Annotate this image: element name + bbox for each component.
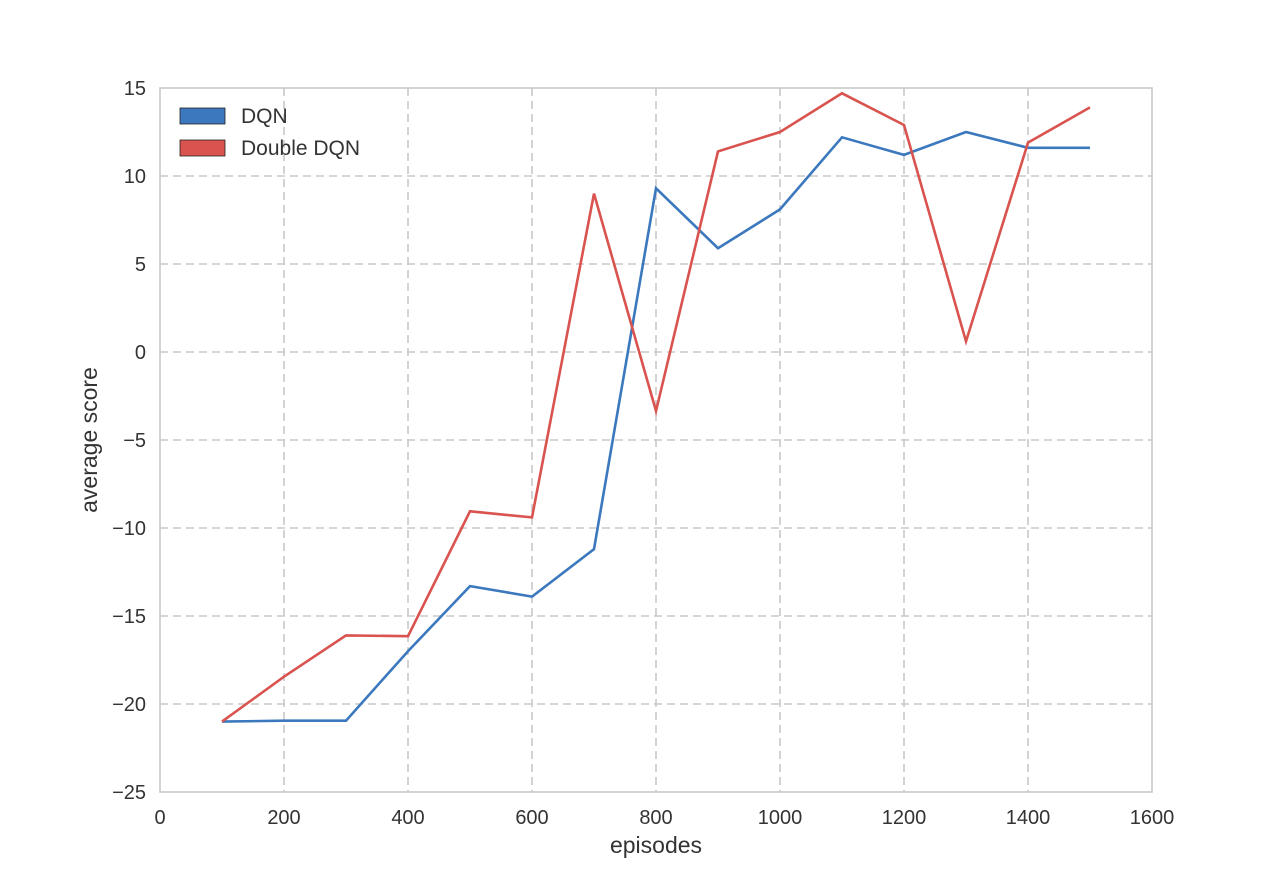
x-tick-label: 1600 [1130, 807, 1175, 829]
x-tick-label: 1200 [882, 807, 927, 829]
x-axis-label: episodes [610, 832, 702, 858]
series-line-double-dqn [221, 91, 1091, 723]
y-tick-label: 10 [124, 166, 146, 188]
y-tick-label: −5 [123, 430, 146, 452]
x-tick-label: 0 [154, 807, 165, 829]
series-lines [221, 91, 1091, 723]
x-tick-label: 600 [515, 807, 548, 829]
legend-swatch-dqn [179, 107, 226, 125]
x-tick-labels: 0 200 400 600 800 1000 1200 1400 1600 [154, 807, 1174, 829]
y-tick-label: 5 [135, 254, 146, 276]
legend-label-dqn: DQN [241, 105, 288, 128]
y-tick-labels: −25 −20 −15 −10 −5 0 5 10 15 [112, 78, 146, 804]
plot-frame [159, 87, 1153, 793]
legend: DQN Double DQN [179, 105, 360, 160]
x-tick-label: 1000 [758, 807, 803, 829]
y-tick-label: −20 [112, 694, 146, 716]
x-tick-label: 400 [391, 807, 424, 829]
legend-label-double-dqn: Double DQN [241, 137, 360, 160]
y-tick-label: −10 [112, 518, 146, 540]
series-line-dqn [221, 130, 1090, 723]
y-tick-label: −25 [112, 782, 146, 804]
y-tick-label: 0 [135, 342, 146, 364]
x-tick-label: 1400 [1006, 807, 1051, 829]
legend-swatch-double-dqn [179, 139, 226, 157]
x-tick-label: 200 [267, 807, 300, 829]
grid [160, 88, 1152, 792]
y-tick-label: 15 [124, 78, 146, 100]
y-tick-label: −15 [112, 606, 146, 628]
y-axis-label: average score [76, 367, 102, 513]
x-tick-label: 800 [639, 807, 672, 829]
